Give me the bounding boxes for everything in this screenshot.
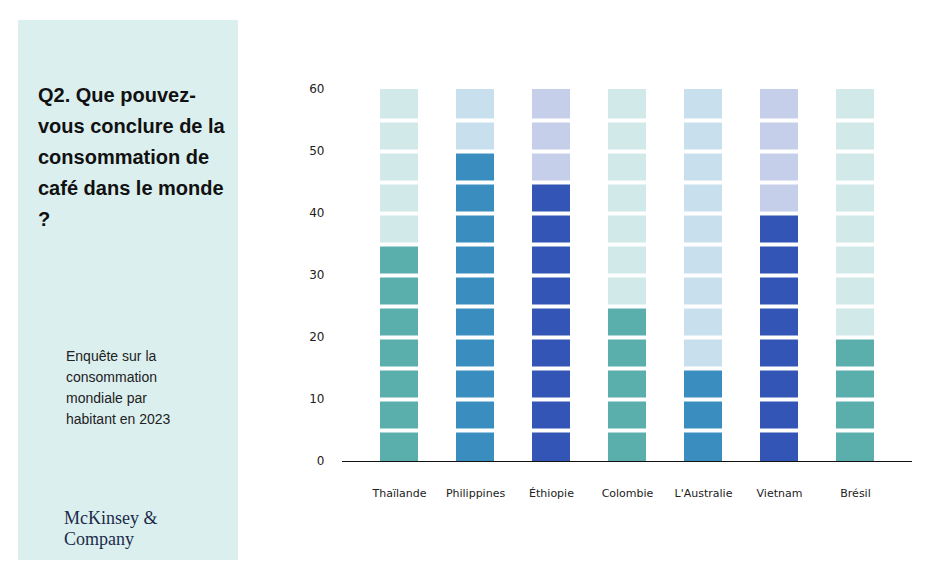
svg-text:20: 20 <box>309 330 324 344</box>
svg-text:60: 60 <box>309 82 324 96</box>
svg-text:40: 40 <box>309 206 324 220</box>
html-text:Enquête sur la consommation mo: Enquête sur la consommation mondiale par… <box>66 348 171 427</box>
html-text:Q2. Que pouvez-vous conclure d: Q2. Que pouvez-vous conclure de la conso… <box>38 84 225 230</box>
svg-text:Philippines: Philippines <box>446 487 506 500</box>
svg-text:10: 10 <box>309 392 324 406</box>
svg-text:30: 30 <box>309 268 324 282</box>
svg-text:Vietnam: Vietnam <box>757 487 803 500</box>
svg-text:50: 50 <box>309 144 324 158</box>
svg-text:Brésil: Brésil <box>840 487 870 500</box>
html-text:McKinsey & Company: McKinsey & Company <box>64 508 158 549</box>
svg-text:0: 0 <box>317 454 325 468</box>
svg-text:Colombie: Colombie <box>602 487 654 500</box>
svg-text:L'Australie: L'Australie <box>675 487 733 500</box>
svg-text:Éthiopie: Éthiopie <box>529 487 574 500</box>
svg-text:Thaïlande: Thaïlande <box>371 487 426 500</box>
